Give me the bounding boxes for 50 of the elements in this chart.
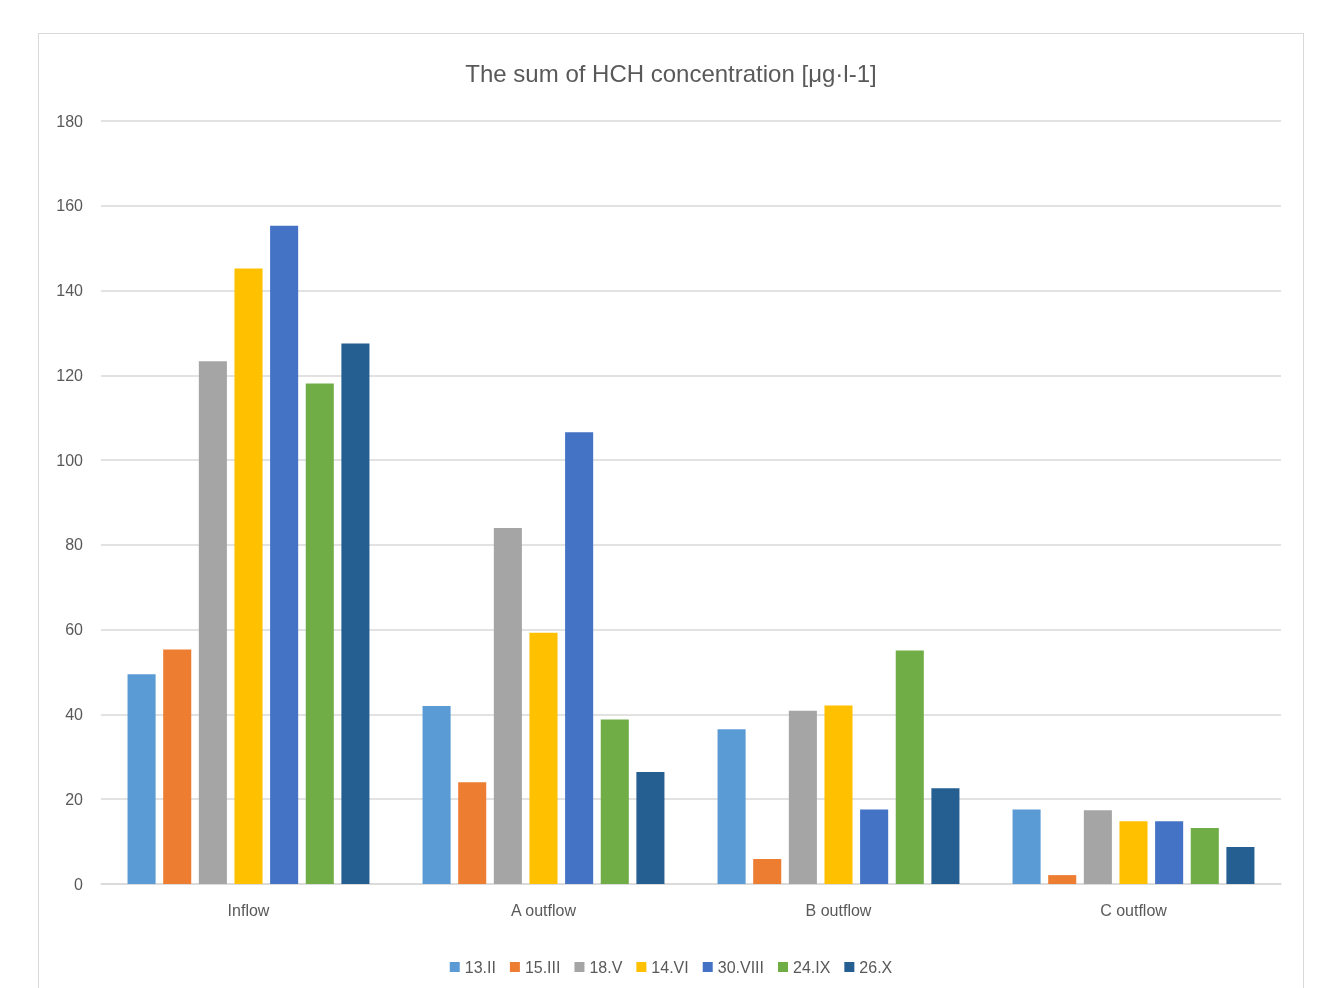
y-tick-label: 0: [74, 875, 84, 893]
legend-label: 13.II: [464, 958, 496, 976]
bar: [234, 268, 263, 884]
bar: [600, 719, 629, 884]
bar: [788, 710, 817, 884]
bar: [717, 729, 746, 884]
bar: [493, 527, 522, 884]
bar: [127, 674, 156, 884]
bar: [636, 772, 665, 884]
bar: [270, 225, 299, 884]
legend-label: 30.VIII: [717, 958, 764, 976]
chart-title: The sum of HCH concentration [μg·l-1]: [465, 59, 877, 87]
bar: [305, 383, 334, 884]
bar: [1155, 821, 1184, 884]
legend-label: 18.V: [589, 958, 623, 976]
y-tick-label: 100: [56, 451, 84, 469]
bar: [1190, 828, 1219, 884]
legend-label: 14.VI: [651, 958, 689, 976]
legend-label: 24.IX: [792, 958, 831, 976]
bar: [1083, 810, 1112, 884]
legend-label: 15.III: [524, 958, 561, 976]
x-tick-label: A outflow: [511, 901, 577, 919]
bar: [1048, 875, 1077, 884]
bar: [458, 782, 487, 884]
y-tick-label: 40: [65, 705, 84, 723]
bar: [565, 432, 594, 884]
x-tick-label: Inflow: [227, 901, 270, 919]
bar: [529, 632, 558, 884]
legend-label: 26.X: [859, 958, 893, 976]
x-tick-label: B outflow: [805, 901, 872, 919]
y-tick-label: 80: [65, 536, 84, 554]
y-tick-label: 160: [56, 197, 84, 215]
bar: [860, 809, 889, 884]
bar: [1119, 821, 1148, 884]
bar: [931, 788, 960, 884]
bar: [163, 649, 192, 884]
bar: [753, 858, 782, 884]
x-tick-label: C outflow: [1100, 901, 1168, 919]
bar: [1012, 809, 1041, 884]
y-tick-label: 120: [56, 366, 84, 384]
bar: [341, 343, 370, 884]
y-tick-label: 140: [56, 282, 84, 300]
bar: [198, 361, 227, 884]
bar: [824, 705, 853, 884]
y-tick-label: 60: [65, 621, 84, 639]
y-tick-label: 20: [65, 790, 84, 808]
bar: [895, 650, 924, 884]
y-tick-label: 180: [56, 112, 84, 130]
bar: [1226, 847, 1255, 884]
bar: [422, 705, 451, 884]
